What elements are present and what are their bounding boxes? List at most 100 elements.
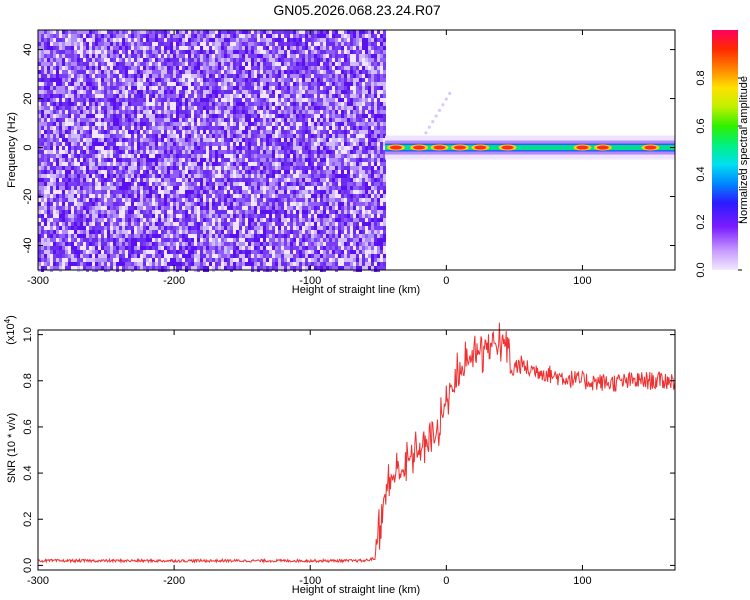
noise-cell [152,138,155,142]
noise-cell [239,102,242,108]
noise-cell [257,42,260,46]
noise-cell [236,170,239,174]
noise-cell [80,126,83,130]
noise-cell [92,262,95,268]
noise-cell [131,82,134,86]
noise-cell [137,198,140,204]
noise-cell [92,194,95,198]
noise-cell [113,218,116,222]
noise-cell [59,242,62,248]
noise-cell [38,238,41,242]
noise-cell [104,106,107,112]
noise-cell [38,90,41,94]
noise-cell [260,30,263,34]
noise-cell [161,142,164,148]
noise-cell [194,246,197,252]
noise-cell [164,146,167,150]
noise-cell [203,46,206,52]
noise-cell [122,70,125,74]
noise-cell [272,126,275,132]
noise-cell [200,258,203,264]
noise-cell [221,62,224,68]
noise-cell [179,162,182,168]
noise-cell [92,66,95,70]
noise-cell [119,50,122,54]
noise-cell [176,110,179,114]
noise-cell [155,134,158,140]
noise-cell [107,158,110,162]
noise-cell [56,266,59,270]
noise-cell [152,206,155,212]
noise-cell [80,118,83,124]
noise-cell [98,82,101,86]
noise-cell [170,146,173,150]
noise-cell [155,266,158,270]
noise-cell [152,262,155,266]
noise-cell [281,106,284,110]
noise-cell [209,54,212,60]
noise-cell [263,262,266,266]
noise-cell [98,62,101,68]
noise-cell [77,66,80,70]
noise-cell [77,238,80,244]
noise-cell [194,154,197,158]
noise-cell [281,214,284,220]
noise-cell [224,54,227,60]
noise-cell [206,30,209,36]
noise-cell [227,142,230,148]
noise-cell [242,194,245,198]
noise-cell [98,166,101,172]
noise-cell [101,34,104,40]
noise-cell [110,86,113,92]
noise-cell [65,186,68,192]
noise-cell [251,218,254,222]
noise-cell [74,94,77,98]
noise-cell [98,222,101,226]
noise-cell [116,42,119,48]
noise-cell [227,226,230,232]
noise-cell [275,106,278,112]
noise-cell [50,182,53,186]
noise-cell [56,202,59,206]
noise-cell [95,42,98,46]
noise-cell [59,54,62,60]
noise-cell [194,86,197,92]
noise-cell [134,214,137,220]
noise-cell [281,98,284,102]
noise-cell [221,246,224,252]
noise-cell [137,50,140,56]
noise-cell [68,50,71,56]
noise-cell [155,250,158,254]
noise-cell [53,166,56,170]
noise-cell [176,42,179,48]
noise-cell [95,230,98,236]
noise-cell [119,126,122,132]
noise-cell [41,194,44,198]
noise-cell [203,86,206,90]
noise-cell [128,238,131,244]
noise-cell [257,126,260,130]
noise-cell [92,114,95,120]
noise-cell [236,138,239,144]
noise-cell [173,234,176,238]
noise-cell [209,138,212,144]
noise-cell [86,254,89,258]
noise-cell [263,126,266,130]
noise-cell [113,258,116,262]
noise-cell [92,170,95,174]
noise-cell [164,222,167,226]
noise-cell [92,246,95,250]
noise-cell [239,222,242,228]
noise-cell [134,58,137,62]
noise-cell [221,118,224,122]
noise-cell [284,226,287,230]
noise-cell [269,250,272,254]
noise-cell [98,30,101,34]
noise-cell [119,98,122,104]
noise-cell [167,186,170,190]
noise-cell [275,194,278,200]
noise-cell [257,218,260,222]
noise-cell [173,218,176,224]
noise-cell [242,58,245,62]
noise-cell [41,246,44,252]
